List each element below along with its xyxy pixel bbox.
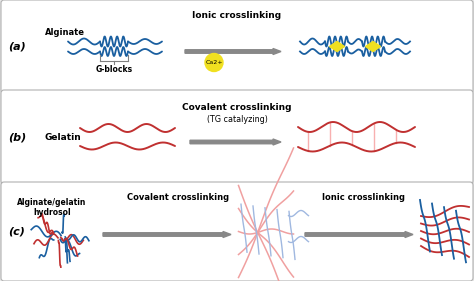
Text: Alginate/gelatin
hydrosol: Alginate/gelatin hydrosol xyxy=(18,198,87,217)
FancyArrow shape xyxy=(305,232,413,237)
FancyArrow shape xyxy=(103,232,231,237)
Polygon shape xyxy=(329,42,345,51)
FancyBboxPatch shape xyxy=(1,182,473,281)
Text: Covalent crosslinking: Covalent crosslinking xyxy=(182,103,292,112)
FancyArrow shape xyxy=(185,49,281,55)
Text: Alginate: Alginate xyxy=(45,28,85,37)
FancyBboxPatch shape xyxy=(1,0,473,93)
Text: Ionic crosslinking: Ionic crosslinking xyxy=(192,10,282,19)
Text: (c): (c) xyxy=(9,226,26,237)
Circle shape xyxy=(205,53,223,71)
Text: (TG catalyzing): (TG catalyzing) xyxy=(207,114,267,124)
Text: Gelatin: Gelatin xyxy=(45,133,82,142)
Text: G-blocks: G-blocks xyxy=(95,65,133,74)
Polygon shape xyxy=(365,42,381,51)
FancyBboxPatch shape xyxy=(1,90,473,184)
FancyArrow shape xyxy=(190,139,281,145)
Text: Ca2+: Ca2+ xyxy=(205,60,223,65)
Text: Ionic crosslinking: Ionic crosslinking xyxy=(322,192,405,201)
Text: (b): (b) xyxy=(8,132,26,142)
Text: (a): (a) xyxy=(8,42,26,51)
Text: Covalent crosslinking: Covalent crosslinking xyxy=(127,192,229,201)
